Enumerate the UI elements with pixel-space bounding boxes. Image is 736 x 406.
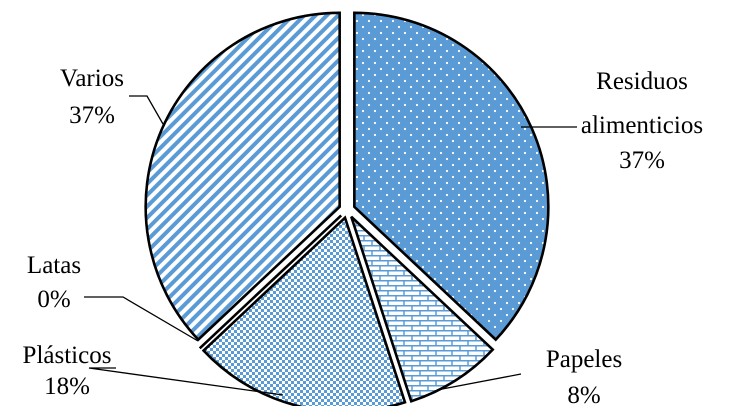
slice-label-4: Varios (60, 65, 124, 92)
slice-label-2: Plásticos (23, 342, 112, 369)
leader-line-4 (129, 95, 164, 125)
slice-label-0: Residuos (596, 68, 688, 95)
slice-label-3: Latas (27, 252, 81, 279)
pie-slice-3 (198, 214, 343, 350)
slice-percent-3: 0% (37, 286, 70, 313)
leader-line-1 (436, 373, 522, 391)
pie-slice-0 (353, 11, 550, 342)
leader-line-2 (88, 367, 284, 396)
pie-slice-1 (350, 215, 495, 403)
slice-label-0: alimenticios (581, 112, 703, 139)
slice-percent-1: 8% (567, 382, 600, 406)
slice-percent-4: 37% (69, 102, 115, 129)
slice-percent-2: 18% (44, 373, 90, 400)
slice-percent-0: 37% (619, 147, 665, 174)
slice-label-1: Papeles (546, 346, 622, 373)
leader-line-3 (84, 296, 199, 342)
pie-slice-4 (144, 11, 341, 342)
